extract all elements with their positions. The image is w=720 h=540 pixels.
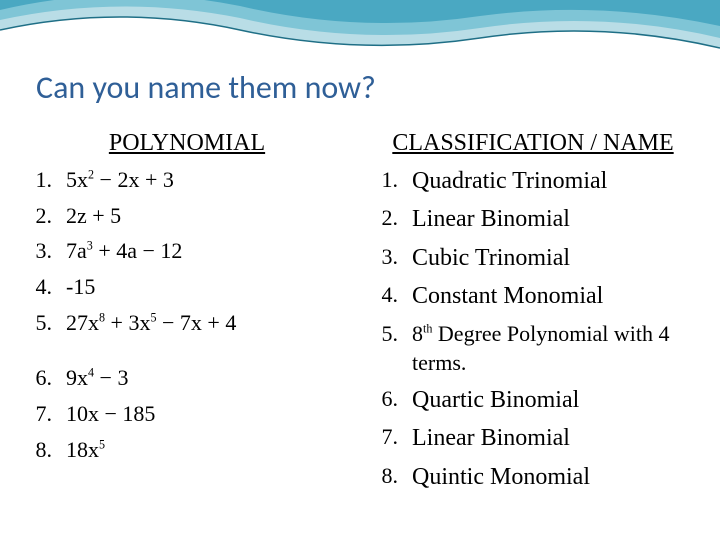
item-number: 8. (24, 435, 52, 465)
polynomial-list: 1. 5x2 − 2x + 3 2. 2z + 5 3. 7a3 + 4a − 12 4.-… (24, 165, 350, 337)
item-number: 6. (24, 363, 52, 393)
item-number: 6. (370, 384, 398, 414)
polynomial-expression: 7a3 + 4a − 12 (66, 236, 182, 266)
item-number: 1. (24, 165, 52, 195)
polynomial-expression: 2z + 5 (66, 201, 121, 231)
item-number: 7. (24, 399, 52, 429)
list-item: 8. 18x5 (24, 435, 350, 465)
item-number: 1. (370, 165, 398, 195)
list-item: 4. Constant Monomial (370, 280, 696, 312)
list-item: 5. 27x8 + 3x5 − 7x + 4 (24, 308, 350, 338)
item-number: 7. (370, 422, 398, 452)
list-item: 2. Linear Binomial (370, 203, 696, 235)
item-number: 3. (24, 236, 52, 266)
item-number: 2. (24, 201, 52, 231)
item-number: 4. (370, 280, 398, 310)
polynomial-column: POLYNOMIAL 1. 5x2 − 2x + 3 2. 2z + 5 3. 7a3 +… (24, 130, 350, 499)
list-item: 8. Quintic Monomial (370, 461, 696, 493)
polynomial-expression: 10x − 185 (66, 399, 155, 429)
polynomial-list-2: 6. 9x4 − 3 7. 10x − 185 8. 18x5 (24, 363, 350, 464)
classification-name: 8th Degree Polynomial with 4 terms. (412, 319, 696, 378)
content-columns: POLYNOMIAL 1. 5x2 − 2x + 3 2. 2z + 5 3. 7a3 +… (24, 130, 696, 499)
item-number: 4. (24, 272, 52, 302)
item-number: 2. (370, 203, 398, 233)
list-item: 3. 7a3 + 4a − 12 (24, 236, 350, 266)
classification-name: Cubic Trinomial (412, 242, 570, 274)
list-item: 6. 9x4 − 3 (24, 363, 350, 393)
slide-title: Can you name them now? (36, 68, 376, 107)
list-item: 1. 5x2 − 2x + 3 (24, 165, 350, 195)
classification-name: Quintic Monomial (412, 461, 590, 493)
polynomial-expression: 18x5 (66, 435, 105, 465)
polynomial-expression: 27x8 + 3x5 − 7x + 4 (66, 308, 236, 338)
list-item: 5. 8th Degree Polynomial with 4 terms. (370, 319, 696, 378)
polynomial-expression: -15 (66, 272, 95, 302)
list-item: 2. 2z + 5 (24, 201, 350, 231)
list-item: 7. 10x − 185 (24, 399, 350, 429)
list-item: 3. Cubic Trinomial (370, 242, 696, 274)
list-item: 4. -15 (24, 272, 350, 302)
classification-list: 1. Quadratic Trinomial 2. Linear Binomial 3.… (370, 165, 696, 493)
classification-name: Constant Monomial (412, 280, 603, 312)
list-item: 7. Linear Binomial (370, 422, 696, 454)
item-number: 3. (370, 242, 398, 272)
polynomial-expression: 9x4 − 3 (66, 363, 128, 393)
item-number: 5. (24, 308, 52, 338)
classification-name: Linear Binomial (412, 203, 570, 235)
classification-name: Quartic Binomial (412, 384, 579, 416)
item-number: 5. (370, 319, 398, 349)
classification-name: Quadratic Trinomial (412, 165, 607, 197)
classification-header: CLASSIFICATION / NAME (370, 130, 696, 157)
classification-column: CLASSIFICATION / NAME 1. Quadratic Trinom… (370, 130, 696, 499)
list-item: 1. Quadratic Trinomial (370, 165, 696, 197)
polynomial-expression: 5x2 − 2x + 3 (66, 165, 174, 195)
item-number: 8. (370, 461, 398, 491)
polynomial-header: POLYNOMIAL (24, 130, 350, 157)
classification-name: Linear Binomial (412, 422, 570, 454)
list-item: 6. Quartic Binomial (370, 384, 696, 416)
